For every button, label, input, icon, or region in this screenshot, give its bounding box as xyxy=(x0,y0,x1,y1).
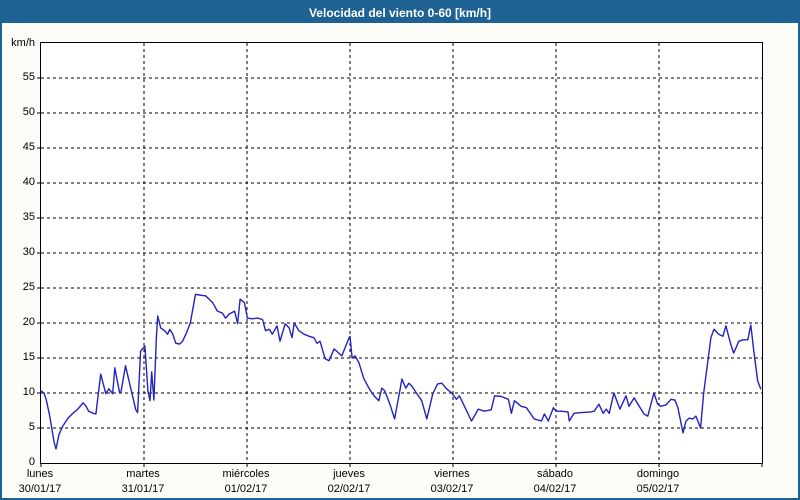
y-tick-label-55: 55 xyxy=(22,71,35,83)
title-bar: Velocidad del viento 0-60 [km/h] xyxy=(2,2,798,23)
y-tick-label-5: 5 xyxy=(28,421,35,433)
y-tick-label-25: 25 xyxy=(22,281,35,293)
y-axis-unit-label: km/h xyxy=(11,37,35,49)
x-date-label-miércoles: 01/02/17 xyxy=(224,483,268,495)
y-tick-label-45: 45 xyxy=(22,141,35,153)
y-tick-label-20: 20 xyxy=(22,316,35,328)
y-tick-label-40: 40 xyxy=(22,176,35,188)
y-tick-label-50: 50 xyxy=(22,106,35,118)
x-date-label-jueves: 02/02/17 xyxy=(327,483,371,495)
y-tick-label-15: 15 xyxy=(22,351,35,363)
x-day-label-sábado: sábado xyxy=(536,468,574,480)
x-day-label-miércoles: miércoles xyxy=(222,468,270,480)
y-tick-label-0: 0 xyxy=(28,456,35,468)
x-date-label-viernes: 03/02/17 xyxy=(430,483,474,495)
x-date-label-sábado: 04/02/17 xyxy=(533,483,577,495)
chart-title: Velocidad del viento 0-60 [km/h] xyxy=(308,5,492,20)
plot-area xyxy=(37,42,763,467)
series-velocidad-del-viento xyxy=(40,293,762,450)
x-date-label-martes: 31/01/17 xyxy=(121,483,165,495)
x-date-label-domingo: 05/02/17 xyxy=(636,483,680,495)
wind-speed-line-chart xyxy=(37,43,763,467)
x-day-label-lunes: lunes xyxy=(26,468,54,480)
x-day-label-domingo: domingo xyxy=(636,468,680,480)
y-tick-label-35: 35 xyxy=(22,211,35,223)
x-day-label-jueves: jueves xyxy=(333,468,365,480)
x-date-label-lunes: 30/01/17 xyxy=(18,483,62,495)
x-day-label-viernes: viernes xyxy=(434,468,470,480)
y-tick-label-30: 30 xyxy=(22,246,35,258)
x-day-label-martes: martes xyxy=(126,468,160,480)
y-tick-label-10: 10 xyxy=(22,386,35,398)
